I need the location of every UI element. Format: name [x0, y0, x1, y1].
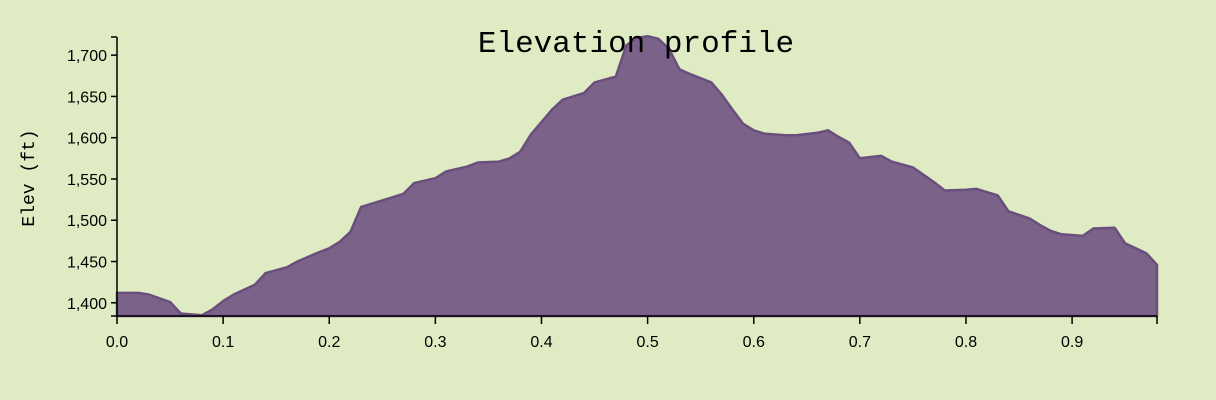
- x-tick-label: 0.1: [212, 334, 234, 351]
- x-tick-label: 0.6: [743, 334, 765, 351]
- y-tick-label: 1,450: [67, 255, 107, 272]
- y-tick-label: 1,550: [67, 172, 107, 189]
- area-layer: [115, 34, 1159, 318]
- y-tick-label: 1,500: [67, 213, 107, 230]
- x-tick-label: 0.7: [849, 334, 871, 351]
- chart-title: Elevation profile: [478, 27, 794, 62]
- x-tick-label: 0.3: [424, 334, 446, 351]
- y-axis-label: Elev (ft): [20, 129, 40, 226]
- x-tick-label: 0.2: [318, 334, 340, 351]
- y-tick-label: 1,650: [67, 89, 107, 106]
- x-tick-label: 0.9: [1061, 334, 1083, 351]
- y-tick-label: 1,700: [67, 48, 107, 65]
- y-tick-label: 1,600: [67, 131, 107, 148]
- x-tick-label: 0.5: [636, 334, 658, 351]
- axis-layer: 1,400 1,450 1,500 1,550 1,600 1,650 1,700 0.0 0.…: [67, 36, 1158, 351]
- x-tick-label: 0.0: [106, 334, 128, 351]
- elevation-area-series-0: [115, 34, 1159, 318]
- x-tick-label: 0.8: [955, 334, 977, 351]
- x-tick-label: 0.4: [530, 334, 552, 351]
- y-tick-label: 1,400: [67, 296, 107, 313]
